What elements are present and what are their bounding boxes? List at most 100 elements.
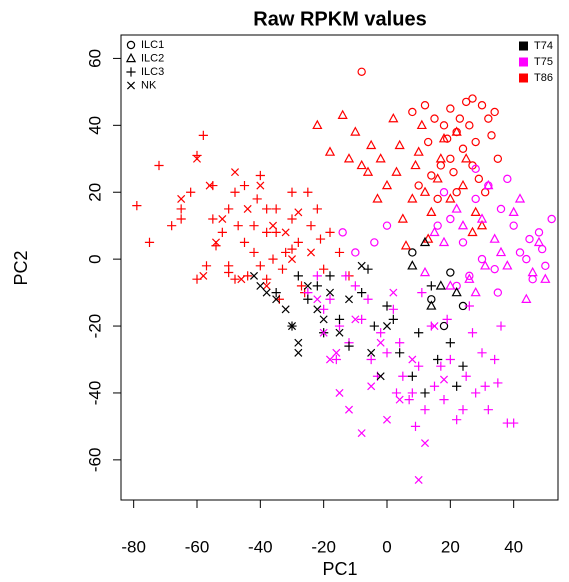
point — [296, 281, 307, 291]
point — [335, 388, 344, 397]
y-tick-label: -20 — [85, 314, 104, 339]
point — [388, 112, 399, 123]
point — [205, 181, 214, 190]
point — [436, 361, 446, 371]
point — [144, 237, 155, 248]
point — [394, 139, 405, 150]
x-axis-label: PC1 — [322, 559, 357, 579]
point — [452, 188, 461, 197]
point — [410, 159, 421, 170]
point — [480, 188, 490, 197]
point — [268, 221, 278, 230]
point — [458, 405, 468, 415]
point — [389, 288, 398, 297]
point — [372, 193, 383, 203]
point — [471, 137, 480, 147]
point — [262, 288, 271, 297]
point — [414, 181, 423, 190]
point — [445, 193, 456, 203]
point — [438, 236, 450, 247]
point — [294, 348, 303, 357]
point — [255, 170, 265, 181]
point — [547, 214, 556, 224]
point — [217, 227, 227, 237]
point — [464, 273, 475, 283]
point — [408, 107, 417, 117]
point — [351, 248, 360, 257]
legend-label: T75 — [534, 56, 553, 68]
legend-marker — [125, 52, 137, 63]
point — [325, 288, 335, 297]
point — [449, 167, 458, 177]
point — [262, 204, 272, 214]
point — [496, 204, 506, 214]
point — [419, 186, 431, 196]
x-tick-label: -20 — [311, 537, 336, 556]
point — [376, 338, 385, 347]
point — [537, 244, 547, 254]
point — [433, 194, 442, 204]
point — [281, 247, 291, 258]
point — [461, 153, 472, 163]
point — [451, 286, 462, 297]
point — [376, 328, 386, 338]
point — [325, 355, 335, 364]
point — [287, 322, 297, 331]
point — [287, 187, 297, 197]
point — [249, 221, 259, 231]
point — [344, 341, 354, 351]
point — [262, 281, 271, 290]
point — [334, 247, 345, 258]
point — [395, 348, 405, 358]
point — [509, 418, 519, 428]
point — [522, 254, 531, 264]
point — [408, 248, 417, 257]
point — [271, 287, 281, 298]
point — [224, 204, 234, 214]
point — [375, 153, 386, 163]
legend-label: T86 — [534, 72, 553, 84]
point — [528, 275, 537, 284]
point — [391, 166, 402, 176]
point — [476, 213, 488, 223]
point — [493, 154, 503, 163]
point — [420, 388, 430, 398]
point — [413, 146, 424, 156]
point — [313, 295, 322, 304]
point — [306, 248, 316, 257]
point — [483, 405, 493, 415]
point — [474, 174, 484, 184]
point — [433, 354, 443, 365]
point — [395, 338, 405, 348]
point — [445, 280, 456, 290]
point — [192, 154, 202, 163]
point — [293, 237, 303, 248]
point — [452, 415, 462, 425]
point — [514, 193, 526, 203]
point — [332, 348, 341, 357]
point — [294, 208, 303, 217]
point — [350, 281, 360, 291]
point — [451, 126, 462, 136]
legend-marker — [126, 81, 136, 90]
point — [429, 381, 440, 391]
point — [357, 67, 366, 76]
point — [527, 266, 538, 277]
point — [496, 321, 506, 331]
point — [540, 273, 551, 283]
point — [457, 179, 469, 190]
point — [303, 294, 313, 304]
point — [407, 371, 417, 381]
point — [177, 194, 186, 203]
point — [230, 187, 240, 197]
point — [249, 271, 259, 280]
y-tick-label: -60 — [85, 448, 104, 473]
point — [398, 371, 408, 381]
point — [255, 261, 265, 271]
point — [426, 281, 436, 291]
point — [319, 315, 328, 324]
point — [243, 204, 252, 213]
point — [382, 221, 392, 230]
point — [324, 146, 336, 156]
point — [312, 281, 322, 291]
